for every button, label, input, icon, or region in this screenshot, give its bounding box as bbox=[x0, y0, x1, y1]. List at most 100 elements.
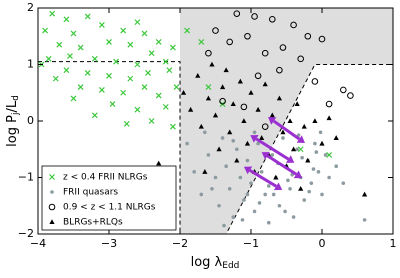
dot-point bbox=[240, 218, 245, 222]
circle-point bbox=[233, 10, 241, 17]
cross-point bbox=[67, 53, 73, 59]
dot-point bbox=[256, 141, 260, 146]
triangle-point bbox=[319, 140, 325, 146]
cross-point bbox=[106, 72, 112, 79]
triangle-point bbox=[280, 129, 286, 135]
legend-marker bbox=[49, 219, 55, 224]
circle-point bbox=[340, 86, 347, 94]
dot-point bbox=[252, 130, 257, 135]
legend-label: z < 0.4 FRII NLRGs bbox=[63, 173, 148, 183]
cross-point bbox=[120, 89, 127, 96]
cross-point bbox=[113, 58, 120, 65]
circle-point bbox=[304, 32, 312, 40]
cross-point bbox=[141, 84, 148, 91]
triangle-point bbox=[188, 106, 194, 112]
dot-point bbox=[313, 141, 317, 146]
cross-point bbox=[173, 84, 180, 91]
arrow-shaft bbox=[255, 137, 290, 161]
x-label-sub: Edd bbox=[222, 261, 239, 271]
cross-point bbox=[45, 55, 52, 62]
arrow-shaft bbox=[272, 119, 301, 141]
legend-marker bbox=[49, 174, 55, 180]
circle-point bbox=[297, 55, 305, 63]
cross-point bbox=[52, 75, 59, 82]
dot-point bbox=[210, 187, 214, 191]
dot-point bbox=[286, 178, 290, 183]
cross-point bbox=[63, 67, 70, 74]
circle-point bbox=[205, 49, 212, 57]
cross-point bbox=[166, 67, 173, 74]
cross-point bbox=[84, 13, 91, 20]
dot-point bbox=[213, 175, 218, 180]
circle-point bbox=[347, 92, 354, 99]
arrow-head bbox=[261, 152, 270, 160]
cross-point bbox=[127, 41, 134, 48]
cross-point bbox=[127, 75, 134, 82]
triangle-point bbox=[220, 84, 226, 90]
cross-point bbox=[49, 10, 56, 17]
circle-point bbox=[318, 35, 326, 43]
dot-point bbox=[259, 170, 264, 174]
dot-point bbox=[227, 187, 232, 191]
y-label-main: /L bbox=[5, 100, 20, 112]
y-tick-label: 2 bbox=[27, 1, 34, 14]
dot-point bbox=[199, 192, 204, 197]
triangle-point bbox=[326, 115, 332, 121]
legend-marker bbox=[48, 203, 56, 211]
dot-point bbox=[327, 175, 331, 180]
cross-point bbox=[134, 106, 141, 113]
dot-point bbox=[300, 155, 304, 160]
cross-point bbox=[134, 19, 141, 26]
dot-point bbox=[334, 164, 339, 168]
cross-point bbox=[326, 151, 333, 158]
cross-point bbox=[134, 61, 141, 68]
circle-point bbox=[325, 100, 333, 108]
dot-point bbox=[217, 203, 221, 208]
legend: z < 0.4 FRII NLRGs FRII quasars 0.9 < z < … bbox=[41, 165, 177, 231]
triangle-point bbox=[312, 118, 318, 123]
legend-box bbox=[41, 165, 177, 231]
arrow-head bbox=[285, 155, 295, 163]
triangle-point bbox=[198, 123, 204, 129]
dot-point bbox=[192, 170, 196, 174]
dot-point bbox=[266, 220, 271, 225]
cross-point bbox=[91, 55, 98, 62]
arrow-head bbox=[250, 135, 259, 143]
dot-point bbox=[295, 147, 299, 152]
triangle-point bbox=[291, 146, 297, 152]
dot-point bbox=[271, 192, 276, 197]
cross-point bbox=[184, 27, 191, 34]
triangle-point bbox=[273, 174, 279, 180]
triangle-point bbox=[244, 140, 251, 146]
cross-point bbox=[141, 30, 148, 37]
dot-point bbox=[252, 209, 257, 214]
dot-point bbox=[296, 133, 301, 137]
dot-point bbox=[270, 153, 275, 157]
triangle-point bbox=[262, 81, 268, 87]
circle-point bbox=[251, 13, 258, 20]
triangle-point bbox=[276, 95, 282, 101]
triangle-point bbox=[259, 135, 265, 140]
circle-point bbox=[226, 38, 233, 46]
y-tick-label: 1 bbox=[27, 58, 34, 71]
arrow-head bbox=[296, 135, 305, 144]
x-tick-label: −3 bbox=[101, 237, 117, 250]
cross-point bbox=[70, 95, 77, 102]
dot-point bbox=[320, 192, 324, 197]
dot-point bbox=[316, 170, 321, 174]
legend-label: BLRGs+RLQs bbox=[63, 218, 123, 228]
triangle-point bbox=[294, 101, 300, 107]
arrow-head bbox=[293, 170, 303, 179]
x-tick-label: −1 bbox=[243, 237, 259, 250]
triangle-point bbox=[205, 95, 211, 101]
circle-point bbox=[254, 72, 262, 80]
dot-point bbox=[314, 150, 319, 154]
dot-point bbox=[206, 153, 211, 157]
x-tick-label: 0 bbox=[319, 237, 326, 250]
cross-point bbox=[169, 123, 176, 130]
dot-point bbox=[203, 130, 207, 135]
triangle-point bbox=[301, 123, 307, 129]
triangle-point bbox=[212, 112, 219, 118]
cross-point bbox=[155, 38, 162, 45]
